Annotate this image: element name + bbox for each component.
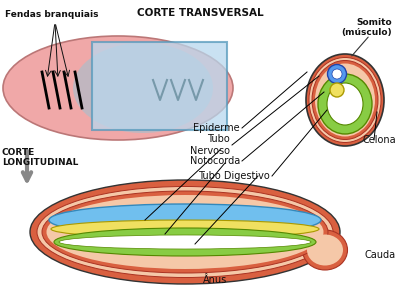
Ellipse shape bbox=[330, 83, 344, 97]
Ellipse shape bbox=[309, 58, 381, 142]
Text: CORTE
LONGITUDINAL: CORTE LONGITUDINAL bbox=[2, 148, 78, 167]
Text: Tubo Digestivo: Tubo Digestivo bbox=[198, 171, 270, 181]
Ellipse shape bbox=[37, 187, 333, 278]
Text: Ânus: Ânus bbox=[203, 275, 227, 285]
Ellipse shape bbox=[46, 195, 324, 269]
Text: Epiderme: Epiderme bbox=[193, 123, 240, 133]
Ellipse shape bbox=[51, 220, 319, 238]
Text: Somito
(músculo): Somito (músculo) bbox=[341, 18, 392, 38]
Ellipse shape bbox=[315, 64, 375, 136]
Ellipse shape bbox=[30, 180, 340, 284]
Ellipse shape bbox=[302, 230, 348, 270]
Ellipse shape bbox=[328, 64, 346, 83]
Ellipse shape bbox=[73, 43, 213, 133]
Ellipse shape bbox=[307, 235, 343, 266]
Ellipse shape bbox=[332, 69, 342, 79]
Ellipse shape bbox=[318, 74, 372, 134]
Text: Celona: Celona bbox=[362, 135, 396, 145]
Ellipse shape bbox=[59, 235, 311, 249]
Ellipse shape bbox=[327, 83, 363, 125]
Ellipse shape bbox=[54, 228, 316, 256]
Text: Notocorda: Notocorda bbox=[190, 156, 240, 166]
Text: Tubo
Nervoso: Tubo Nervoso bbox=[190, 134, 230, 156]
Ellipse shape bbox=[49, 204, 321, 236]
Bar bbox=[92, 42, 227, 130]
Text: CORTE TRANSVERSAL: CORTE TRANSVERSAL bbox=[137, 8, 263, 18]
Text: Cauda: Cauda bbox=[365, 250, 396, 260]
Ellipse shape bbox=[3, 36, 233, 140]
Ellipse shape bbox=[312, 61, 378, 140]
Text: Fendas branquiais: Fendas branquiais bbox=[5, 10, 98, 19]
Ellipse shape bbox=[42, 191, 328, 273]
Ellipse shape bbox=[306, 54, 384, 146]
